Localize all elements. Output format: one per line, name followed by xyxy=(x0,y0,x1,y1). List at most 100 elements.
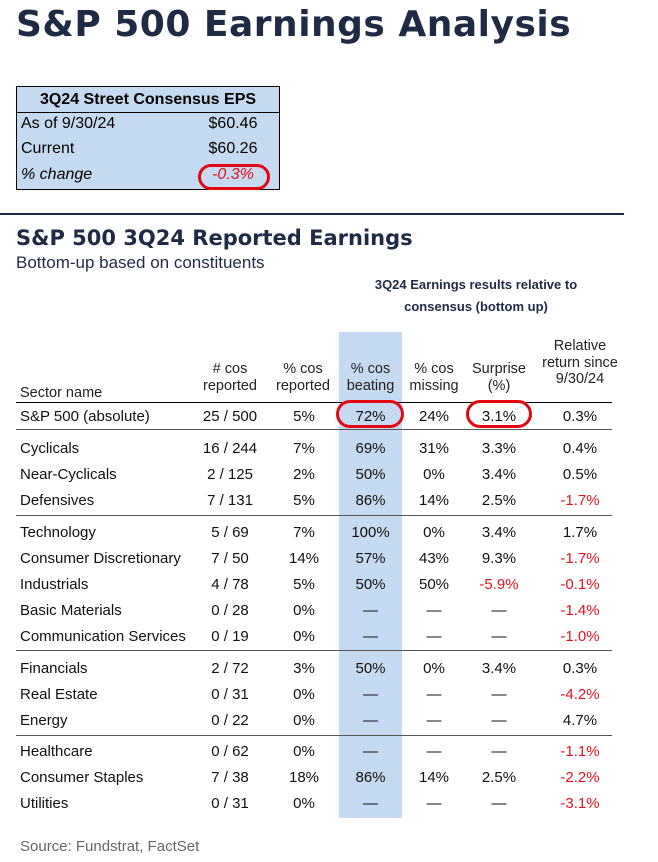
cell-relative: -1.4% xyxy=(560,602,600,619)
cell-missing: 0% xyxy=(423,466,445,483)
cell-missing: 0% xyxy=(423,524,445,541)
group-header: 3Q24 Earnings results relative to consen… xyxy=(374,277,578,314)
table-row: Defensives 7 / 131 5% 86% 14% 2.5% -1.7% xyxy=(0,489,658,513)
table-row: Near-Cyclicals 2 / 125 2% 50% 0% 3.4% 0.5% xyxy=(0,463,658,487)
cell-pct-reported: 7% xyxy=(293,524,315,541)
cell-relative: -1.1% xyxy=(560,743,600,760)
cell-pct-reported: 7% xyxy=(293,440,315,457)
cell-pct-reported: 18% xyxy=(288,769,320,786)
cell-relative: -1.0% xyxy=(560,628,600,645)
table-row: Cyclicals 16 / 244 7% 69% 31% 3.3% 0.4% xyxy=(0,437,658,461)
source-note: Source: Fundstrat, FactSet xyxy=(20,838,200,855)
cell-beating: — xyxy=(363,628,378,645)
table-row: Healthcare 0 / 62 0% — — — -1.1% xyxy=(0,740,658,764)
eps-value: $60.46 xyxy=(208,115,258,132)
table-row: Communication Services 0 / 19 0% — — — -1.0% xyxy=(0,625,658,649)
cell-relative: -1.7% xyxy=(560,492,600,509)
group-rule xyxy=(16,515,612,516)
table-row: Consumer Staples 7 / 38 18% 86% 14% 2.5% -2.2% xyxy=(0,766,658,790)
col-header-relative: Relative return since 9/30/24 xyxy=(542,338,618,387)
section-divider xyxy=(0,213,624,215)
cell-beating: 50% xyxy=(355,576,386,593)
cell-missing: 14% xyxy=(418,769,450,786)
cell-surprise: 2.5% xyxy=(481,769,517,786)
table-row: Basic Materials 0 / 28 0% — — — -1.4% xyxy=(0,599,658,623)
cell-surprise: 3.3% xyxy=(481,440,517,457)
cell-relative: 0.3% xyxy=(562,408,598,425)
cell-name: Healthcare xyxy=(20,743,93,760)
cell-relative: 0.4% xyxy=(562,440,598,457)
cell-name: Near-Cyclicals xyxy=(20,466,117,483)
cell-beating: — xyxy=(363,686,378,703)
col-header-beating: % cos beating xyxy=(346,361,395,394)
eps-label: Current xyxy=(21,140,75,157)
page-title: S&P 500 Earnings Analysis xyxy=(16,4,572,45)
cell-reported: 25 / 500 xyxy=(202,408,258,425)
consensus-eps-box: 3Q24 Street Consensus EPS As of 9/30/24 … xyxy=(16,86,280,190)
col-header-sector: Sector name xyxy=(20,385,103,401)
eps-row-as-of: As of 9/30/24 $60.46 xyxy=(21,115,279,140)
cell-surprise: 3.4% xyxy=(481,660,517,677)
cell-reported: 5 / 69 xyxy=(211,524,249,541)
cell-surprise: — xyxy=(491,743,507,760)
table-row: Technology 5 / 69 7% 100% 0% 3.4% 1.7% xyxy=(0,521,658,545)
eps-row-current: Current $60.26 xyxy=(21,140,279,165)
cell-beating: 50% xyxy=(355,660,386,677)
cell-relative: -1.7% xyxy=(560,550,600,567)
eps-change-value: -0.3% xyxy=(212,166,254,183)
cell-missing: 14% xyxy=(418,492,450,509)
cell-pct-reported: 0% xyxy=(293,628,315,645)
cell-reported: 0 / 31 xyxy=(211,686,249,703)
cell-beating: — xyxy=(363,795,378,812)
cell-name: Industrials xyxy=(20,576,89,593)
eps-value: $60.26 xyxy=(208,140,258,157)
cell-beating: 72% xyxy=(355,408,386,425)
cell-pct-reported: 2% xyxy=(293,466,315,483)
cell-pct-reported: 14% xyxy=(288,550,320,567)
cell-reported: 7 / 38 xyxy=(211,769,249,786)
cell-relative: -2.2% xyxy=(560,769,600,786)
cell-reported: 0 / 19 xyxy=(211,628,249,645)
cell-missing: — xyxy=(426,602,442,619)
cell-reported: 4 / 78 xyxy=(211,576,249,593)
table-row: Utilities 0 / 31 0% — — — -3.1% xyxy=(0,792,658,816)
cell-surprise: 9.3% xyxy=(481,550,517,567)
consensus-eps-title: 3Q24 Street Consensus EPS xyxy=(17,87,279,113)
cell-pct-reported: 3% xyxy=(293,660,315,677)
cell-pct-reported: 0% xyxy=(293,686,315,703)
cell-surprise: — xyxy=(491,686,507,703)
cell-surprise: — xyxy=(491,712,507,729)
col-header-reported: # cos reported xyxy=(202,361,257,394)
cell-name: Cyclicals xyxy=(20,440,80,457)
cell-missing: — xyxy=(426,686,442,703)
cell-missing: — xyxy=(426,795,442,812)
cell-name: Defensives xyxy=(20,492,95,509)
cell-beating: 100% xyxy=(351,524,390,541)
cell-missing: 24% xyxy=(418,408,450,425)
cell-surprise: 3.1% xyxy=(481,408,517,425)
col-header-pct-reported: % cos reported xyxy=(275,361,330,394)
cell-reported: 16 / 244 xyxy=(202,440,258,457)
cell-beating: 69% xyxy=(355,440,386,457)
cell-beating: 57% xyxy=(355,550,386,567)
cell-surprise: — xyxy=(491,628,507,645)
cell-name: Financials xyxy=(20,660,88,677)
cell-relative: 1.7% xyxy=(562,524,598,541)
cell-pct-reported: 0% xyxy=(293,795,315,812)
cell-surprise: — xyxy=(491,795,507,812)
cell-reported: 0 / 22 xyxy=(211,712,249,729)
section-title: S&P 500 3Q24 Reported Earnings xyxy=(16,226,413,250)
cell-surprise: 3.4% xyxy=(481,524,517,541)
table-row: Financials 2 / 72 3% 50% 0% 3.4% 0.3% xyxy=(0,657,658,681)
eps-label: As of 9/30/24 xyxy=(21,115,116,132)
cell-surprise: 3.4% xyxy=(481,466,517,483)
cell-pct-reported: 5% xyxy=(293,408,315,425)
eps-label: % change xyxy=(21,166,93,183)
cell-beating: 50% xyxy=(355,466,386,483)
col-header-surprise: Surprise (%) xyxy=(472,361,526,394)
cell-missing: 31% xyxy=(418,440,450,457)
group-rule xyxy=(16,735,612,736)
cell-beating: 86% xyxy=(355,769,386,786)
cell-name: Utilities xyxy=(20,795,69,812)
eps-row-change: % change -0.3% xyxy=(21,166,279,191)
